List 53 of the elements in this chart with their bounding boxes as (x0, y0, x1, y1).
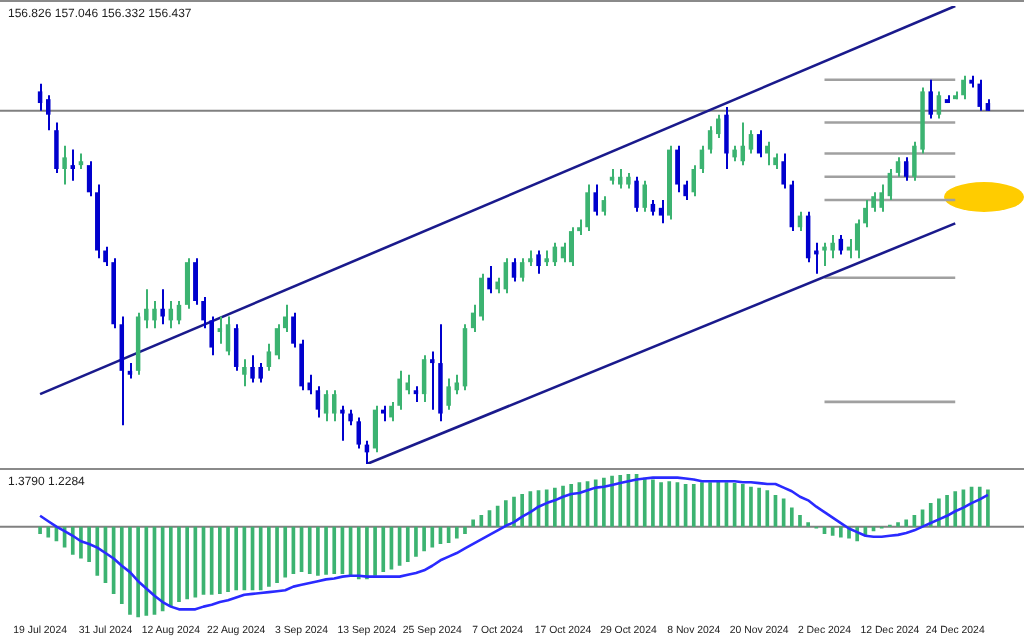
candlestick (822, 241, 827, 268)
candlestick (928, 78, 933, 120)
candlestick (323, 389, 329, 423)
candlestick (37, 82, 43, 112)
candlestick (601, 195, 607, 217)
candlestick (160, 288, 165, 326)
candlestick (536, 249, 541, 275)
candlestick (936, 90, 942, 120)
candlestick (724, 105, 729, 171)
candlestick (250, 354, 255, 384)
candlestick (54, 121, 59, 174)
candlestick (315, 385, 321, 419)
candlestick (331, 389, 337, 423)
candlestick (617, 168, 623, 190)
candlestick (184, 257, 190, 310)
candlestick (119, 315, 125, 427)
candlestick (430, 350, 435, 411)
candlestick (405, 373, 411, 396)
candlestick (707, 125, 713, 155)
candlestick (765, 140, 770, 167)
candlestick (895, 156, 901, 178)
candlestick (977, 78, 982, 112)
candlestick (879, 183, 884, 213)
candlestick (62, 144, 67, 186)
candlestick (266, 342, 272, 372)
candlestick (233, 323, 239, 372)
candlestick (454, 373, 460, 396)
candlestick (675, 144, 680, 194)
candlestick (748, 129, 754, 155)
candlestick (144, 288, 149, 330)
candlestick (242, 358, 247, 388)
candlestick (830, 234, 835, 260)
candlestick (634, 175, 639, 213)
candlestick (70, 148, 76, 182)
candlestick (356, 416, 361, 450)
candlestick (217, 315, 223, 345)
candlestick (152, 299, 157, 330)
candlestick (46, 94, 51, 132)
candlestick (258, 362, 263, 384)
candlestick (340, 404, 345, 442)
candlestick (585, 183, 590, 233)
candlestick (838, 234, 844, 256)
candlestick (658, 199, 664, 225)
candlestick (446, 377, 451, 411)
candlestick (642, 179, 647, 213)
candlestick (961, 74, 966, 101)
candlestick (903, 156, 909, 182)
candlestick (487, 265, 492, 295)
candlestick (781, 152, 786, 190)
candlestick (716, 113, 721, 139)
candlestick (593, 183, 598, 217)
candlestick (511, 257, 517, 283)
candlestick (519, 257, 525, 283)
